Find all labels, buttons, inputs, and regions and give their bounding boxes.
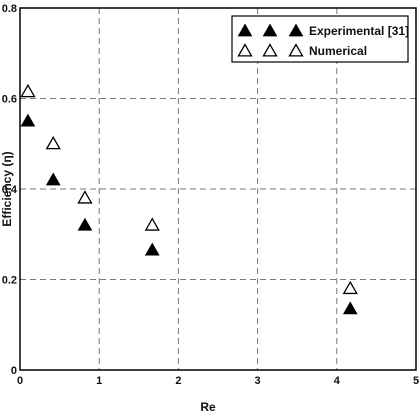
experimental-point xyxy=(342,301,358,315)
y-tick-label: 0.8 xyxy=(2,3,17,15)
y-tick-label: 0.4 xyxy=(2,184,18,196)
x-tick-label: 4 xyxy=(334,375,341,387)
x-tick-label: 1 xyxy=(96,375,102,387)
legend-marker xyxy=(237,23,253,37)
legend: Experimental [31] Numerical xyxy=(231,15,409,63)
tick-labels: 0 1 2 3 4 5 0 0.2 0.4 0.6 0.8 xyxy=(2,3,419,387)
legend-marker xyxy=(237,43,253,57)
y-tick-label: 0.2 xyxy=(2,275,17,287)
experimental-point xyxy=(20,113,36,127)
experimental-point xyxy=(144,242,160,256)
legend-label-numerical: Numerical xyxy=(309,44,367,58)
x-axis-label: Re xyxy=(200,400,216,414)
y-tick-label: 0.6 xyxy=(2,94,17,106)
numerical-point xyxy=(144,217,160,231)
x-tick-label: 2 xyxy=(175,375,181,387)
experimental-point xyxy=(45,172,61,186)
legend-label-experimental: Experimental [31] xyxy=(309,24,409,38)
x-tick-label: 0 xyxy=(17,375,23,387)
legend-marker xyxy=(288,43,304,57)
x-tick-label: 5 xyxy=(413,375,419,387)
numerical-point xyxy=(342,280,358,295)
x-tick-label: 3 xyxy=(255,375,261,387)
legend-marker xyxy=(262,23,278,37)
numerical-point xyxy=(77,190,93,204)
y-tick-label: 0 xyxy=(11,365,17,377)
experimental-point xyxy=(77,217,93,231)
legend-marker xyxy=(288,23,304,37)
legend-entry-numerical xyxy=(237,43,304,57)
legend-entry-experimental xyxy=(237,23,304,37)
plot-frame xyxy=(19,7,417,371)
numerical-point xyxy=(45,135,61,150)
legend-box xyxy=(231,15,409,63)
numerical-point xyxy=(20,83,36,98)
legend-marker xyxy=(262,43,278,57)
data-markers xyxy=(20,83,358,315)
y-axis-label: Efficiency (η) xyxy=(0,151,14,226)
